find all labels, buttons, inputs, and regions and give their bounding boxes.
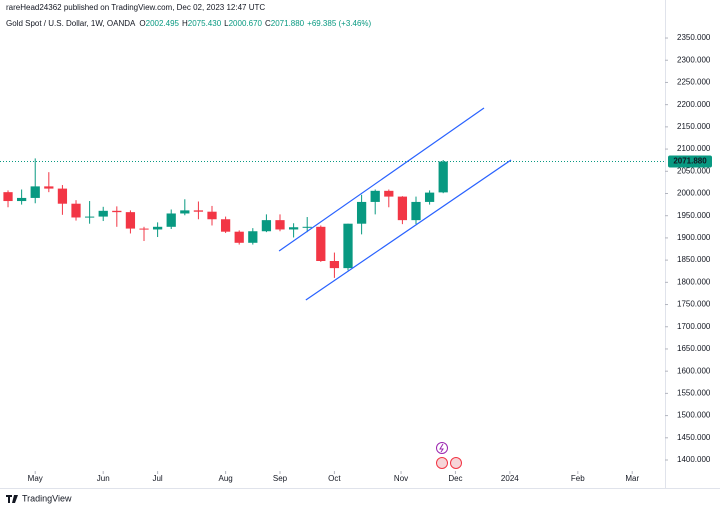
candle-body <box>302 226 312 228</box>
y-tick-label: 2100.000 <box>677 144 711 153</box>
candle-body <box>424 192 435 202</box>
legend: Gold Spot / U.S. Dollar, 1W, OANDA O2002.… <box>6 19 372 28</box>
y-tick-label: 1700.000 <box>677 322 711 331</box>
legend-value: 2071.880 <box>271 19 305 28</box>
y-tick-label: 1850.000 <box>677 255 711 264</box>
x-tick-label: May <box>28 474 43 483</box>
candle-body <box>438 161 448 193</box>
y-tick-label: 1600.000 <box>677 366 711 375</box>
y-tick-label: 2250.000 <box>677 78 711 87</box>
legend-key: L <box>224 19 229 28</box>
candle-body <box>261 220 272 232</box>
y-tick-label: 1650.000 <box>677 344 711 353</box>
candle-body <box>193 210 204 212</box>
x-tick-label: Feb <box>571 474 585 483</box>
candle-body <box>220 219 231 232</box>
event-icons <box>436 442 462 469</box>
candle-body <box>180 210 190 214</box>
candle-body <box>356 201 367 224</box>
candle-body <box>152 226 163 230</box>
legend-title: Gold Spot / U.S. Dollar, 1W, OANDA <box>6 19 136 28</box>
x-tick-label: Jun <box>97 474 110 483</box>
candle-body <box>411 201 421 221</box>
y-tick-label: 1950.000 <box>677 211 711 220</box>
event-icon-glyph <box>439 443 444 453</box>
last-price-box <box>668 155 712 168</box>
candle-body <box>30 186 40 198</box>
x-tick-label: Oct <box>328 474 341 483</box>
x-tick-label: Jul <box>152 474 162 483</box>
legend-key: C <box>265 19 271 28</box>
y-tick-label: 1900.000 <box>677 233 711 242</box>
candle-body <box>288 227 299 230</box>
y-tick-label: 2050.000 <box>677 166 711 175</box>
y-tick-label: 1500.000 <box>677 411 711 420</box>
y-tick-label: 2200.000 <box>677 100 711 109</box>
candle-body <box>248 231 258 243</box>
candle-body <box>3 192 13 202</box>
event-icon[interactable] <box>436 457 448 469</box>
legend-value: 2000.670 <box>229 19 263 28</box>
footer-logo: TradingView <box>6 493 72 503</box>
last-price-label: 2071.880 <box>673 157 707 166</box>
event-icon[interactable] <box>436 442 448 454</box>
y-tick-label: 2000.000 <box>677 189 711 198</box>
candle-body <box>329 261 340 269</box>
y-tick-label: 1800.000 <box>677 277 711 286</box>
legend-change: +69.385 (+3.46%) <box>307 19 371 28</box>
footer-brand: TradingView <box>22 493 72 503</box>
author-line: rareHead24362 published on TradingView.c… <box>6 3 265 12</box>
candle-body <box>316 226 326 262</box>
legend-value: 2002.495 <box>146 19 180 28</box>
x-tick-label: Mar <box>625 474 639 483</box>
candle-body <box>125 212 136 229</box>
logo-glyph <box>6 495 18 503</box>
y-tick-label: 2300.000 <box>677 55 711 64</box>
x-tick-label: 2024 <box>501 474 519 483</box>
candle-body <box>370 190 380 202</box>
y-tick-label: 2350.000 <box>677 33 711 42</box>
plot <box>0 107 665 301</box>
candle-body <box>16 197 27 202</box>
x-tick-label: Aug <box>218 474 232 483</box>
channel-line <box>278 107 485 252</box>
x-tick-label: Dec <box>448 474 462 483</box>
x-tick-label: Sep <box>273 474 288 483</box>
candle-body <box>343 223 353 269</box>
event-icon[interactable] <box>450 457 462 469</box>
y-tick-label: 1550.000 <box>677 388 711 397</box>
candle-body <box>384 190 394 197</box>
legend-text: Gold Spot / U.S. Dollar, 1W, OANDA O2002.… <box>6 19 372 28</box>
candle-body <box>234 231 244 243</box>
candle-body <box>84 216 95 218</box>
candle-body <box>275 220 285 230</box>
x-tick-label: Nov <box>394 474 408 483</box>
candle-body <box>139 228 149 230</box>
legend-key: O <box>139 19 145 28</box>
legend-key: H <box>182 19 188 28</box>
candle-body <box>166 213 176 227</box>
y-tick-label: 1400.000 <box>677 455 711 464</box>
y-tick-label: 2150.000 <box>677 122 711 131</box>
channel-line <box>305 159 512 301</box>
candle-body <box>112 210 122 213</box>
y-tick-label: 1450.000 <box>677 433 711 442</box>
legend-value: 2075.430 <box>188 19 222 28</box>
candle-body <box>44 186 54 189</box>
candle-body <box>98 210 108 217</box>
candle-body <box>207 211 217 220</box>
y-tick-label: 1750.000 <box>677 300 711 309</box>
candle-body <box>71 203 81 218</box>
candle-body <box>397 196 408 221</box>
candle-body <box>57 188 68 204</box>
